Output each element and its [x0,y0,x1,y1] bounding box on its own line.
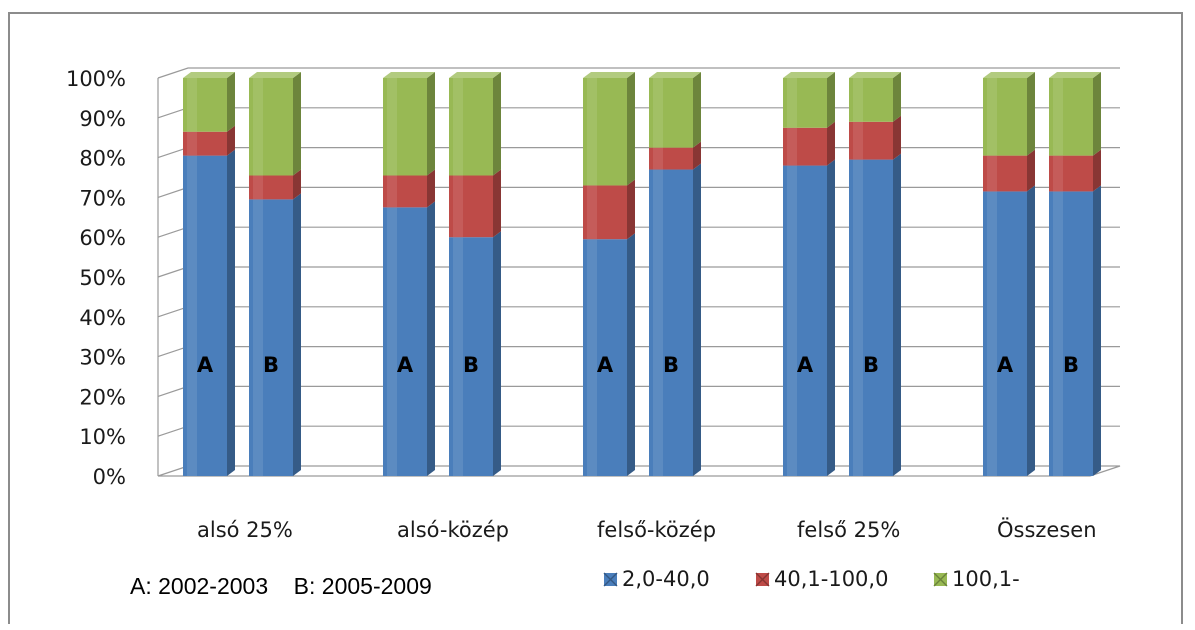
y-tick-label: 30% [79,346,126,370]
bar-segment [583,72,635,186]
category-labels: alsó 25% alsó-közép felső-közép felső 25% Ös… [197,517,1097,542]
bar-letter-label: A [197,353,214,377]
bar-segment [649,163,701,477]
bar-segment [583,233,635,476]
bar-segment [449,72,501,176]
bar-top [449,72,501,78]
bar-segment [849,153,901,476]
y-tick-label: 100% [66,67,126,91]
gridline [157,147,1120,159]
bar-top [983,72,1035,78]
bar-segment [183,149,235,477]
y-tick-label: 10% [79,425,126,449]
bar-top [383,72,435,78]
bar-segment [849,72,901,122]
bar-segment [383,169,435,208]
bar-segment [983,72,1035,156]
gridlines [157,67,1120,437]
gridline [157,266,1120,278]
bar-segment [383,72,435,176]
gridline [157,226,1120,238]
legend: 2,0-40,0 40,1-100,0 100,1- [603,567,1020,591]
bar-letter-label: B [663,353,679,377]
y-tick-label: 90% [79,107,126,131]
bar-segment [1049,72,1101,156]
gridline [157,306,1120,318]
bar-letter-label: A [397,353,414,377]
bar-segment [649,141,701,170]
bar-top [183,72,235,78]
legend-item: 2,0-40,0 [603,567,710,591]
bar-segment [383,201,435,476]
bar-top [783,72,835,78]
bar-segment [249,193,301,476]
bar-top [649,72,701,78]
bar-top [249,72,301,78]
bar-top [849,72,901,78]
bar-letter-label: B [863,353,879,377]
category-label: alsó 25% [197,518,293,542]
bar-segment [1049,149,1101,192]
bar-segment [1049,185,1101,476]
period-note: A: 2002-2003 B: 2005-2009 [130,573,432,599]
bar-segment [849,115,901,160]
category-label: felső 25% [797,518,900,542]
y-tick-label: 60% [79,226,126,250]
bar-segment [783,159,835,476]
legend-label: 100,1- [952,567,1020,591]
bar-segment [449,231,501,476]
y-tick-label: 40% [79,306,126,330]
y-tick-label: 70% [79,186,126,210]
bar-top [1049,72,1101,78]
bar-segment [583,179,635,240]
bar-segment [449,169,501,238]
bar-segment [249,72,301,176]
y-tick-label: 80% [79,147,126,171]
category-label: Összesen [997,517,1097,542]
bar-segment [783,121,835,166]
bar-segment [183,125,235,156]
bar-segment [649,72,701,148]
bar-letter-label: A [597,353,614,377]
chart-walls [157,78,1121,477]
bar-letter-label: A [997,353,1014,377]
gridline [157,67,1120,79]
bar-segment [983,149,1035,192]
chart-floor [157,465,1121,477]
bar-segment [183,72,235,132]
bar-top [583,72,635,78]
gridline [157,346,1120,358]
legend-item: 40,1-100,0 [755,567,888,591]
bar-segment [249,169,301,200]
gridline [157,385,1120,397]
gridline [157,107,1120,119]
legend-label: 2,0-40,0 [622,567,710,591]
gridline [157,186,1120,198]
bar-segment [783,72,835,128]
y-tick-label: 50% [79,266,126,290]
bar-letter-label: B [1063,353,1079,377]
legend-item: 100,1- [933,567,1020,591]
bar-letter-label: B [463,353,479,377]
y-tick-label: 20% [79,385,126,409]
bar-segment [983,185,1035,476]
legend-label: 40,1-100,0 [774,567,888,591]
bar-letter-label: A [797,353,814,377]
category-label: alsó-közép [397,518,509,542]
y-tick-label: 0% [93,465,126,489]
gridline [157,425,1120,437]
category-label: felső-közép [597,518,716,542]
y-axis-ticks: 0% 10% 20% 30% 40% 50% 60% 70% 80% 90% 100% [66,67,126,489]
bar-letter-label: B [263,353,279,377]
